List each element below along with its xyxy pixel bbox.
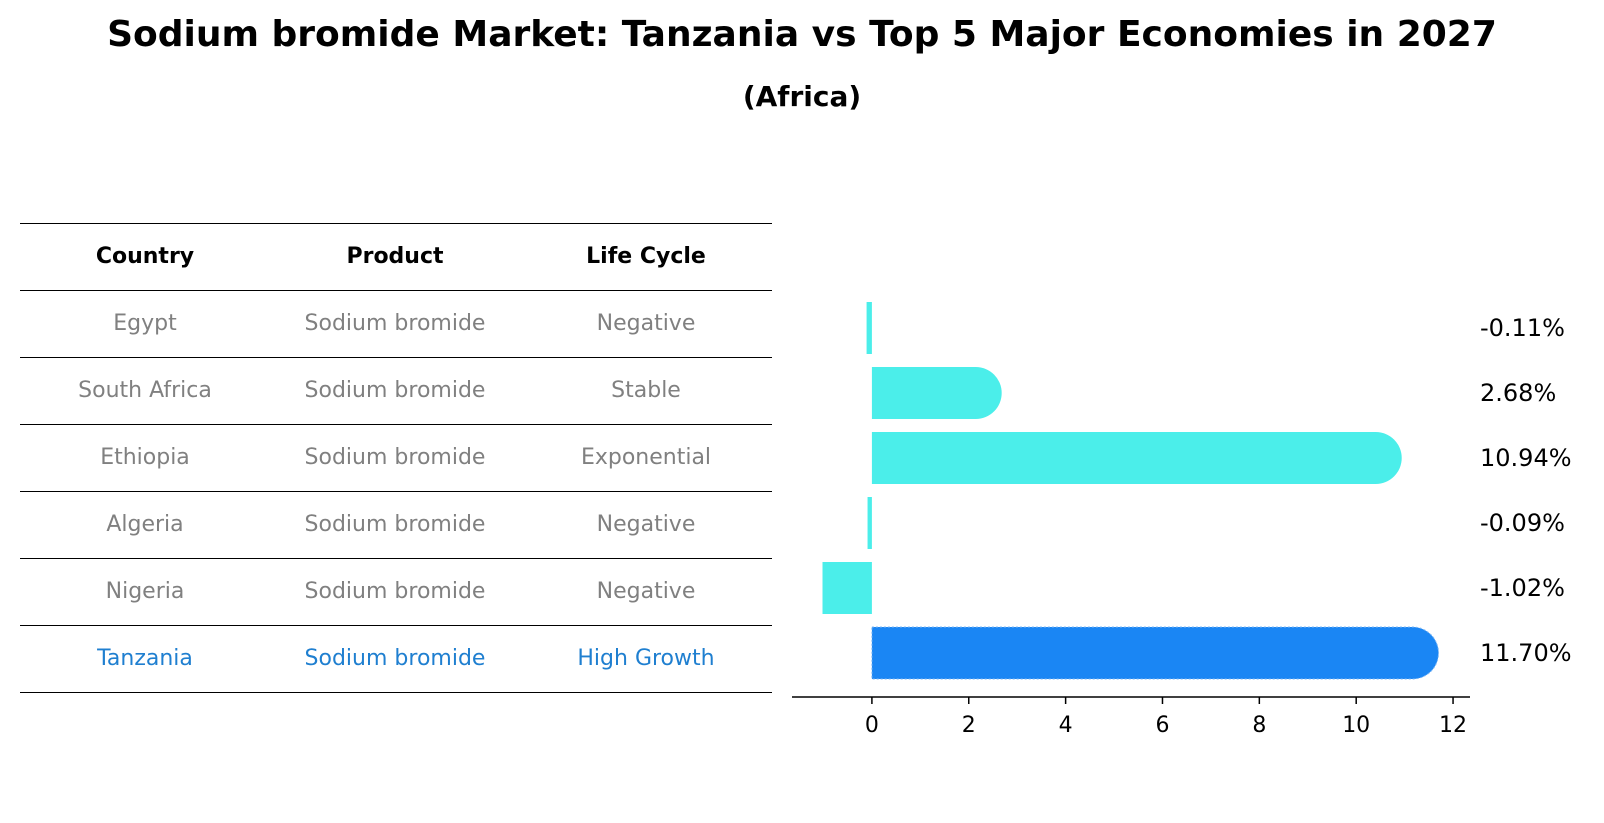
x-tick-label: 0 (865, 713, 879, 738)
x-tick-label: 6 (1155, 713, 1169, 738)
x-tick-label: 2 (962, 713, 976, 738)
country-cell: South Africa (78, 378, 212, 403)
product-cell: Sodium bromide (304, 579, 486, 604)
chart-title: Sodium bromide Market: Tanzania vs Top 5… (107, 14, 1497, 55)
country-cell: Egypt (113, 311, 177, 336)
product-cell: Sodium bromide (304, 311, 486, 336)
table-row: Nigeria Sodium bromide Negative (20, 558, 772, 625)
bar-algeria (867, 497, 872, 549)
x-tick-label: 8 (1252, 713, 1266, 738)
table-header-row: Country Product Life Cycle (20, 223, 772, 290)
table-row: Ethiopia Sodium bromide Exponential (20, 424, 772, 491)
bar-ethiopia (871, 432, 1402, 484)
bar-south-africa (871, 367, 1002, 419)
country-cell: Algeria (106, 512, 184, 537)
country-cell: Tanzania (97, 646, 193, 671)
life-cycle-cell: Stable (611, 378, 681, 403)
value-label: -1.02% (1480, 574, 1565, 602)
bar-egypt (866, 302, 872, 354)
value-label: 2.68% (1480, 379, 1556, 407)
chart-subtitle: (Africa) (742, 80, 862, 113)
life-cycle-cell: Negative (596, 512, 696, 537)
header-product: Product (346, 244, 444, 269)
product-cell: Sodium bromide (304, 378, 486, 403)
life-cycle-cell: High Growth (577, 646, 715, 671)
table-row-highlight: Tanzania Sodium bromide High Growth (20, 625, 772, 693)
value-label: -0.11% (1480, 314, 1565, 342)
bar-tanzania (871, 626, 1440, 680)
life-cycle-cell: Exponential (580, 445, 712, 470)
country-cell: Nigeria (105, 579, 185, 604)
header-life-cycle: Life Cycle (586, 244, 706, 269)
table-row: South Africa Sodium bromide Stable (20, 357, 772, 424)
x-tick-label: 4 (1059, 713, 1073, 738)
country-table: Country Product Life Cycle Egypt Sodium … (20, 223, 772, 693)
x-tick-label: 12 (1439, 713, 1467, 738)
product-cell: Sodium bromide (304, 646, 486, 671)
header-country: Country (95, 244, 195, 269)
table-row: Algeria Sodium bromide Negative (20, 491, 772, 558)
table-row: Egypt Sodium bromide Negative (20, 290, 772, 357)
x-tick-label: 10 (1342, 713, 1370, 738)
value-label: 11.70% (1480, 639, 1572, 667)
value-label: -0.09% (1480, 509, 1565, 537)
product-cell: Sodium bromide (304, 512, 486, 537)
country-cell: Ethiopia (100, 445, 190, 470)
value-label: 10.94% (1480, 444, 1572, 472)
bar-nigeria (822, 562, 872, 614)
product-cell: Sodium bromide (304, 445, 486, 470)
life-cycle-cell: Negative (596, 311, 696, 336)
life-cycle-cell: Negative (596, 579, 696, 604)
